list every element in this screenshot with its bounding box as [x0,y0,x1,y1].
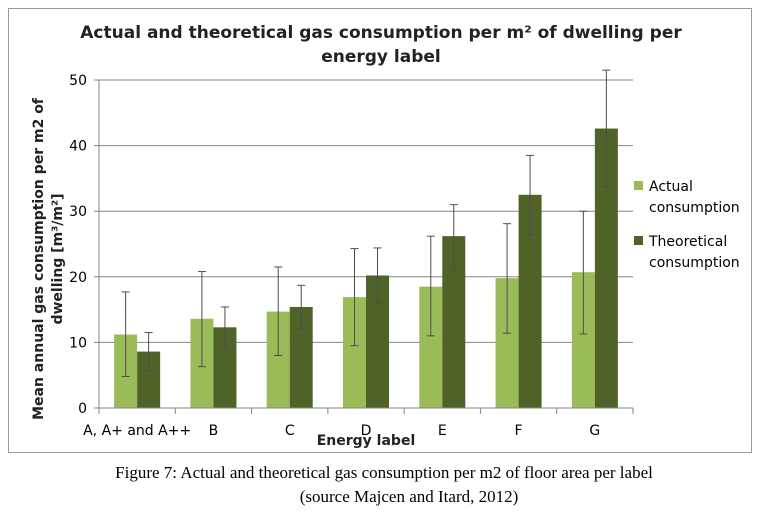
chart-title: Actual and theoretical gas consumption p… [9,21,753,69]
bar [442,236,466,408]
bar [213,327,237,408]
caption-line-1: Figure 7: Actual and theoretical gas con… [115,463,653,482]
x-tick-label: E [438,423,447,439]
legend: Actual consumption Theoretical consumption [634,179,740,271]
bar [289,306,313,408]
y-tick-label: 20 [69,270,87,286]
x-tick-label: G [589,423,600,439]
y-tick-label: 40 [69,139,87,155]
axes: 0 10 20 30 40 50 A, A+ and A++ B C D E F G [69,73,634,439]
bar [137,351,161,408]
bar [571,272,595,408]
caption-line-2: (source Majcen and Itard, 2012) [299,487,519,506]
y-tick-label: 0 [78,401,87,417]
legend-label: Theoretical [648,234,727,250]
bar [366,275,389,408]
x-tick-label: C [285,423,295,439]
y-tick-label: 50 [69,73,87,89]
x-axis-label: Energy label [317,433,416,449]
x-tick-label: B [209,423,219,439]
x-tick-label: A, A+ and A++ [83,423,191,439]
figure-caption: Figure 7: Actual and theoretical gas con… [0,461,768,509]
legend-label: consumption [649,200,740,216]
legend-label: Actual [649,179,693,195]
error-bars [121,69,611,378]
y-tick-label: 10 [69,335,87,351]
bar-chart: 0 10 20 30 40 50 A, A+ and A++ B C D E F G Actual con… [31,69,740,449]
y-axis-label: Mean annual gas consumption per m2 of dwe… [31,97,66,420]
legend-swatch [634,181,643,190]
bars [114,128,618,408]
legend-swatch [634,236,643,245]
chart-title-line-1: Actual and theoretical gas consumption p… [80,23,682,43]
bar [419,286,443,408]
bar [266,311,290,408]
bar [495,278,519,408]
bar [343,297,366,408]
legend-label: consumption [649,255,740,271]
chart-title-line-2: energy label [321,47,441,67]
y-tick-label: 30 [69,204,87,220]
bar [518,194,542,408]
x-tick-label: F [515,423,523,439]
bar [594,128,618,408]
chart-frame: Actual and theoretical gas consumption p… [8,8,752,453]
x-tick-label: D [361,423,372,439]
